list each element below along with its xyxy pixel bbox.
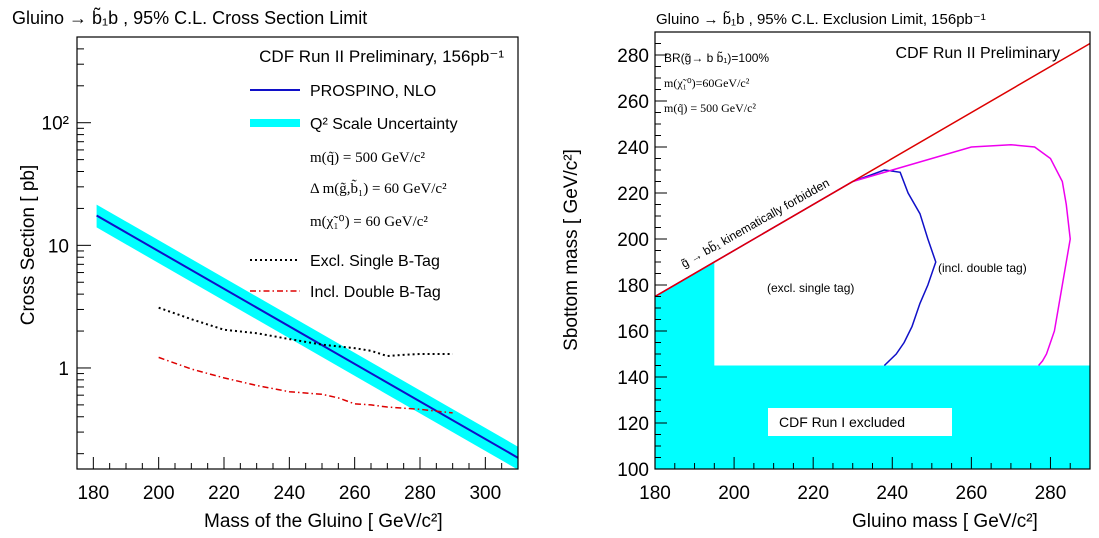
run1-excluded-region: [655, 262, 1090, 469]
left-x-tick-label: 260: [339, 483, 371, 504]
right-y-tick-label: 240: [617, 138, 649, 159]
left-x-tick-label: 200: [143, 483, 175, 504]
left-experiment-label: CDF Run II Preliminary, 156pb⁻¹: [259, 47, 504, 66]
left-y-tick-label: 1: [58, 359, 69, 380]
right-x-tick-label: 180: [639, 483, 671, 504]
left-y-axis-label: Cross Section [ pb]: [18, 165, 39, 326]
kinematic-forbidden-label: g̃ → bb̃₁ kinematically forbidden: [678, 175, 832, 271]
left-x-axis-label: Mass of the Gluino [ GeV/c²]: [204, 511, 443, 532]
right-x-tick-label: 260: [956, 483, 988, 504]
incl-double-tag-label: (incl. double tag): [938, 261, 1027, 275]
right-y-tick-label: 140: [617, 368, 649, 389]
right-y-tick-label: 280: [617, 46, 649, 67]
right-experiment-label: CDF Run II Preliminary: [896, 45, 1060, 62]
right-x-tick-label: 200: [718, 483, 750, 504]
left-x-tick-label: 280: [404, 483, 436, 504]
run1-excluded-area: [655, 262, 1090, 469]
right-axis-ticks: 180 200 220 240 260 280 100 120 140 160 180 200 220 2…: [617, 31, 1091, 504]
exclusion-limit-chart: 180 200 220 240 260 280 100 120 140 160 180 200 220 2…: [561, 11, 1091, 532]
left-axis-ticks: 180 200 220 240 260 280 300 1 10 10²: [42, 36, 519, 504]
legend-double-label: Incl. Double B-Tag: [310, 284, 441, 301]
right-x-tick-label: 240: [876, 483, 908, 504]
left-plot-frame: [76, 36, 519, 470]
left-x-tick-label: 180: [77, 483, 109, 504]
kinematic-limit-line: [654, 42, 1091, 298]
left-y-tick-label: 10²: [42, 114, 69, 135]
legend-band-label: Q² Scale Uncertainty: [310, 116, 458, 133]
right-y-tick-label: 200: [617, 230, 649, 251]
right-x-tick-label: 280: [1035, 483, 1067, 504]
right-y-axis-label: Sbottom mass [ GeV/c²]: [561, 149, 582, 351]
right-x-tick-label: 220: [797, 483, 829, 504]
param-squark-mass-right: m(q̃) = 500 GeV/c²: [664, 101, 756, 115]
left-legend: PROSPINO, NLO Q² Scale Uncertainty m(q̃)…: [250, 83, 458, 301]
right-x-axis-label: Gluino mass [ GeV/c²]: [852, 511, 1038, 532]
left-x-tick-label: 220: [208, 483, 240, 504]
left-y-tick-label: 10: [48, 236, 69, 257]
incl-double-tag-contour: [654, 143, 1071, 366]
right-series: [654, 42, 1091, 367]
param-branching-ratio: BR(g̃→ b b̃₁)=100%: [664, 50, 769, 65]
left-x-tick-label: 240: [273, 483, 305, 504]
left-chart-title: Gluino → b̃₁b , 95% C.L. Cross Section L…: [12, 7, 367, 28]
right-chart-title: Gluino → b̃₁b , 95% C.L. Exclusion Limit…: [656, 11, 986, 28]
excl-single-tag-label: (excl. single tag): [767, 281, 854, 295]
right-y-tick-label: 160: [617, 322, 649, 343]
left-x-tick-label: 300: [469, 483, 501, 504]
right-y-tick-label: 100: [617, 460, 649, 481]
right-y-tick-label: 220: [617, 184, 649, 205]
cross-section-chart: 180 200 220 240 260 280 300 1 10 10² Gluino → b̃₁…: [12, 7, 519, 532]
legend-single-label: Excl. Single B-Tag: [310, 253, 440, 270]
right-y-tick-label: 180: [617, 276, 649, 297]
run1-excluded-label: CDF Run I excluded: [779, 414, 905, 430]
param-neutralino-mass-right: m(χ̃₁⁰)=60GeV/c²: [664, 76, 750, 90]
param-neutralino-mass: m(χ̃₁⁰) = 60 GeV/c²: [310, 214, 428, 230]
prospino-nlo-line: [96, 214, 519, 459]
param-squark-mass: m(q̃) = 500 GeV/c²: [310, 150, 426, 166]
run1-label-box: [768, 408, 952, 436]
right-y-tick-label: 260: [617, 92, 649, 113]
legend-nlo-label: PROSPINO, NLO: [310, 83, 436, 100]
param-mass-difference: Δ m(g̃,b̃₁) = 60 GeV/c²: [310, 179, 447, 197]
right-y-tick-label: 120: [617, 414, 649, 435]
left-series: [96, 214, 519, 459]
incl-double-btag-line: [158, 356, 453, 414]
